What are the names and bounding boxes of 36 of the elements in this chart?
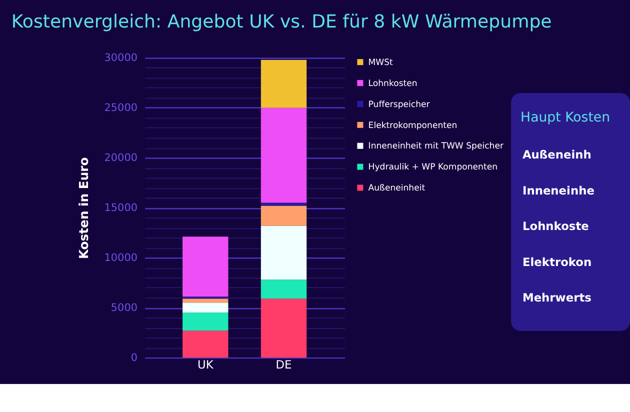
y-tick-label: 10000	[104, 252, 138, 264]
bar	[182, 330, 228, 358]
y-axis-title: Kosten in Euro	[77, 157, 92, 260]
text: Außeneinh	[522, 148, 592, 162]
legend-label: Elektrokomponenten	[368, 120, 458, 131]
bar	[260, 298, 307, 358]
y-tick-label: 30000	[104, 52, 138, 64]
y-tick-label: 0	[130, 352, 138, 364]
legend-label: MWSt	[368, 58, 394, 68]
text: Elektrokon	[522, 254, 592, 269]
y-tick-label: 15000	[104, 202, 138, 214]
bar	[260, 280, 307, 299]
legend-label: Lohnkosten	[368, 78, 418, 89]
legend-label: Hydraulik + WP Komponenten	[368, 162, 498, 173]
bar	[260, 206, 307, 226]
y-tick-label: 20000	[104, 152, 138, 164]
bar	[260, 226, 307, 280]
bar	[182, 312, 228, 331]
text: Lohnkoste	[522, 219, 590, 234]
text: Haupt Kosten	[520, 110, 610, 126]
bar	[260, 108, 307, 203]
bar	[260, 202, 307, 206]
bar	[182, 298, 228, 303]
x-tick-label: UK	[197, 358, 214, 372]
bar	[260, 60, 307, 108]
x-tick-label: DE	[276, 358, 292, 372]
bar	[182, 236, 228, 297]
legend-label: Außeneinheit	[368, 184, 426, 194]
legend-label: Pufferspeicher	[368, 100, 430, 110]
y-tick-label: 25000	[104, 102, 138, 114]
bar	[182, 302, 228, 313]
chart-title: Kostenvergleich: Angebot UK vs. DE für 8 kW Wärmepumpe	[11, 11, 552, 32]
text: Mehrwerts	[522, 290, 592, 304]
y-tick-label: 5000	[110, 302, 138, 314]
text: Inneneinhe	[522, 183, 595, 198]
legend-label: Inneneinheit mit TWW Speicher	[368, 142, 504, 152]
